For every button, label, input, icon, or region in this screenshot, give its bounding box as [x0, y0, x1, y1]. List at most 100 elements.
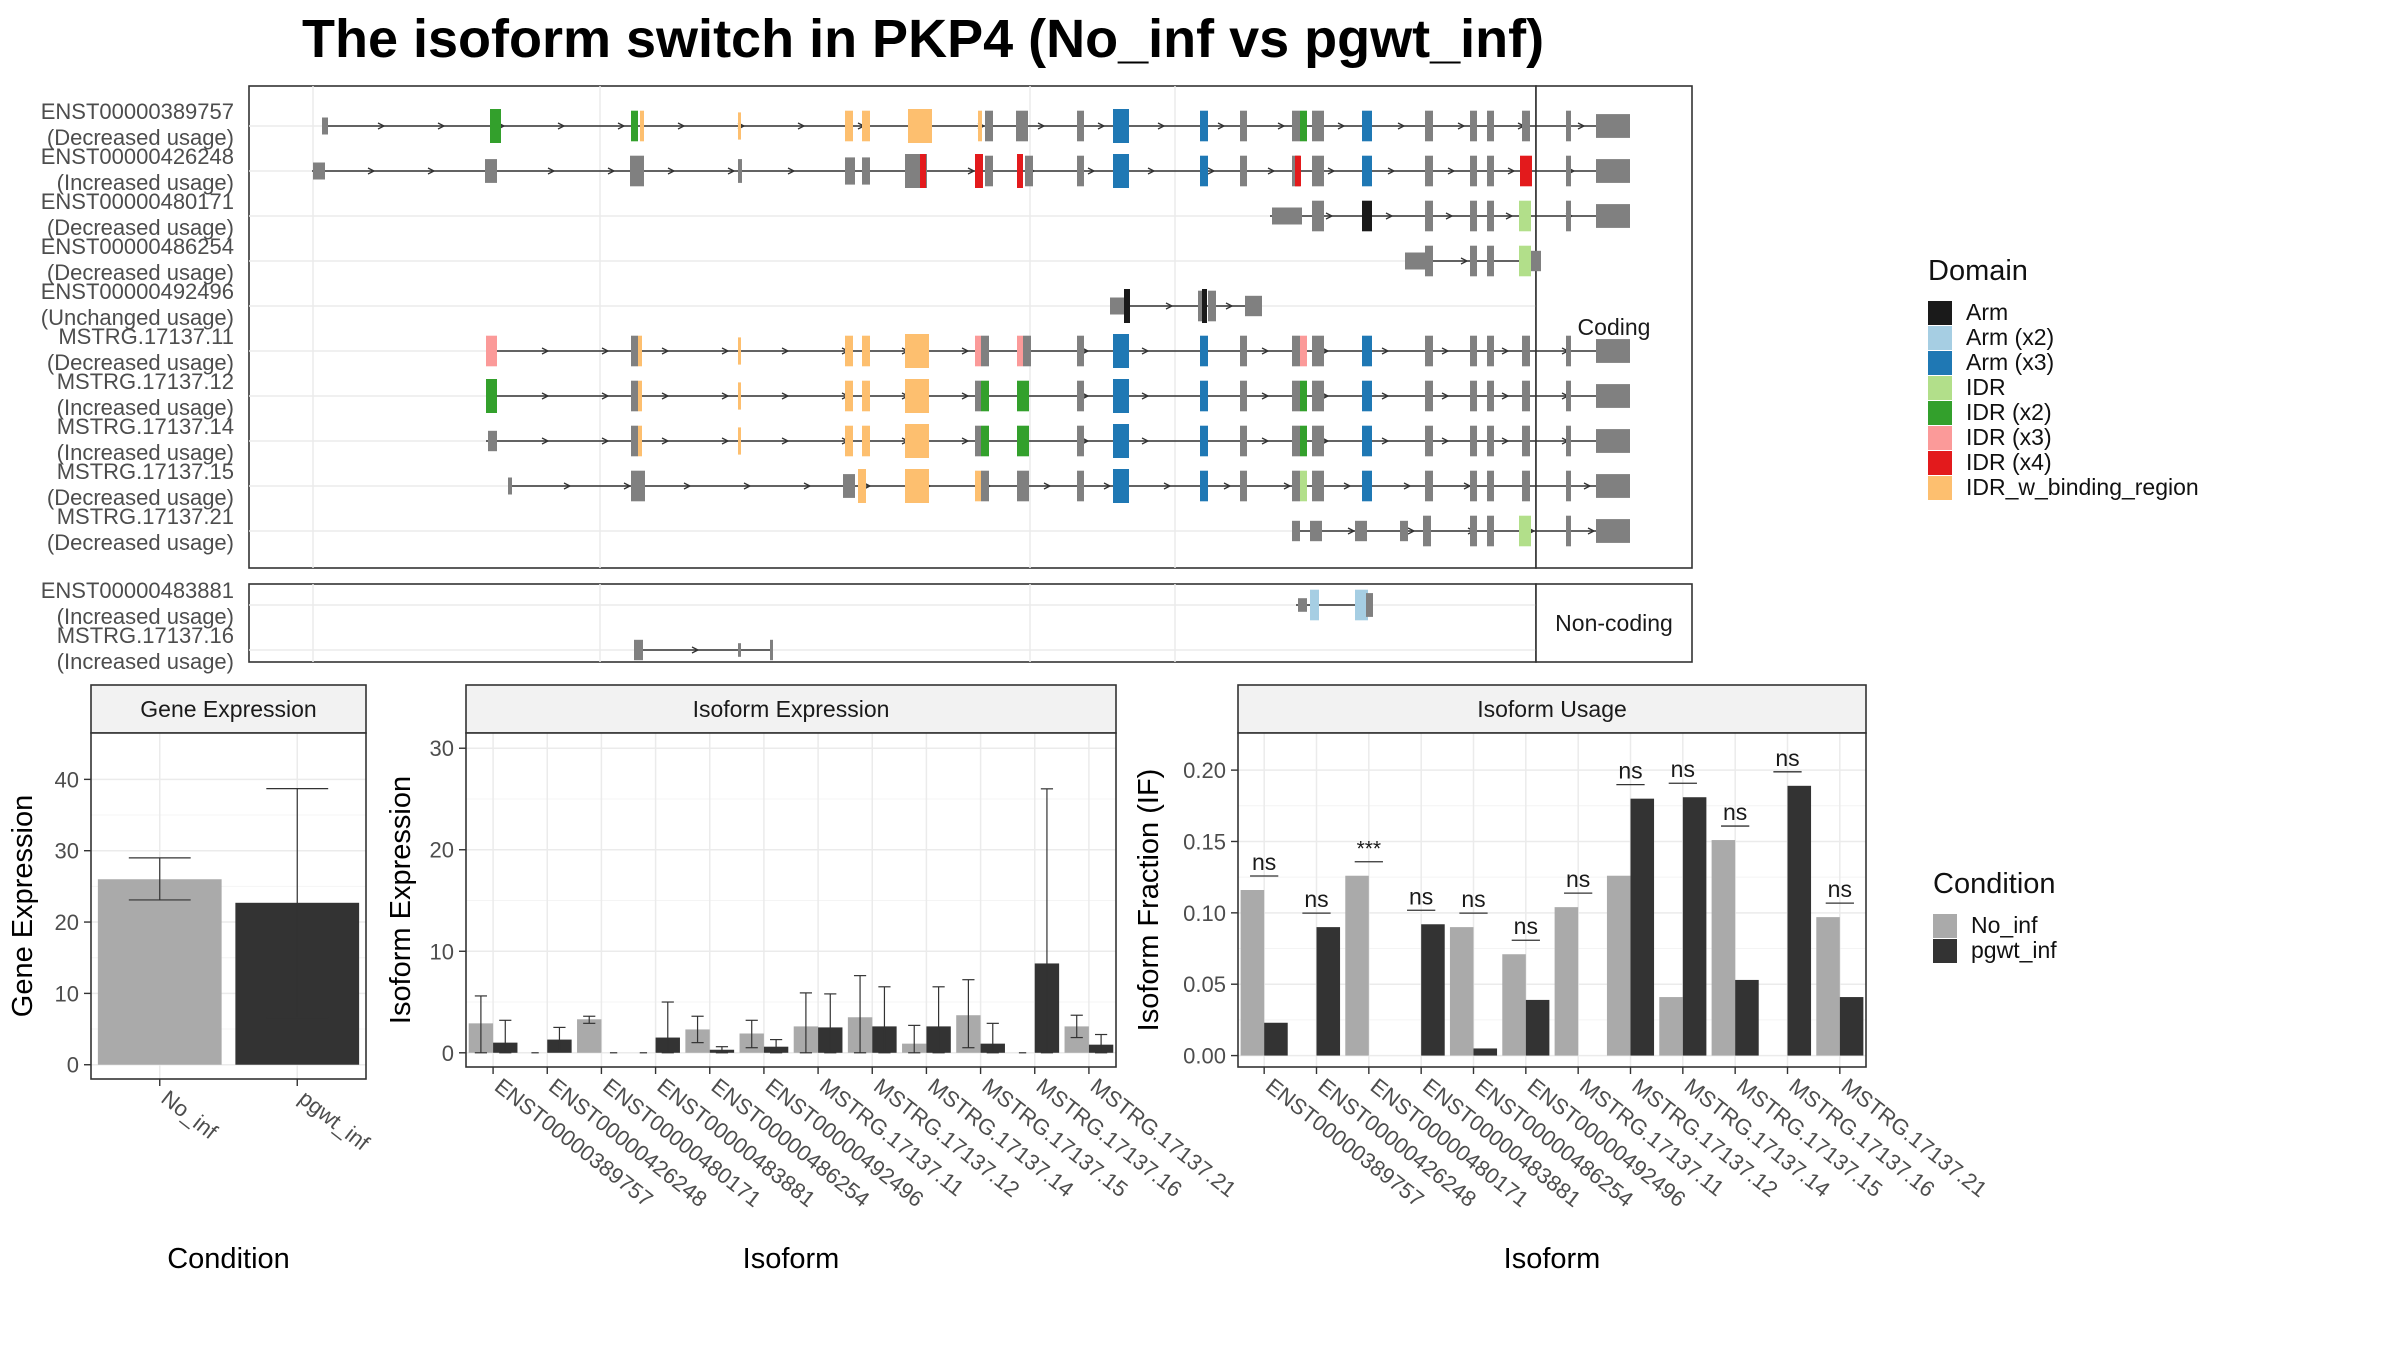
bar — [1606, 875, 1631, 1056]
strand-arrow — [683, 482, 692, 490]
strand-arrow — [667, 167, 676, 175]
domain-legend-item: IDR_w_binding_region — [1928, 474, 2199, 500]
strand-arrow — [787, 167, 796, 175]
strand-arrow — [1347, 527, 1356, 535]
significance-label: ns — [1409, 883, 1433, 909]
domain-block — [845, 110, 853, 142]
chart-title: The isoform switch in PKP4 (No_inf vs pg… — [302, 9, 1545, 69]
exon-block — [1077, 335, 1084, 367]
domain-block — [1017, 154, 1023, 188]
strand-arrow — [1277, 122, 1286, 130]
bar — [1473, 1048, 1498, 1056]
panel-title: Isoform Expression — [693, 696, 890, 722]
y-tick-label: 20 — [430, 838, 454, 863]
exon-block — [1487, 380, 1494, 412]
domain-block — [862, 425, 870, 457]
condition-legend: Condition No_inf pgwt_inf — [1933, 868, 2057, 963]
exon-block — [631, 425, 638, 457]
domain-block — [845, 425, 853, 457]
strand-arrow — [1261, 437, 1270, 445]
strand-arrow — [1403, 482, 1412, 490]
significance-label: ns — [1566, 866, 1590, 892]
condition-legend-item: pgwt_inf — [1933, 937, 2057, 963]
domain-block — [978, 110, 982, 142]
panel-strip — [465, 684, 1117, 734]
domain-block — [1520, 155, 1532, 187]
domain-block — [486, 335, 497, 367]
domain-block — [1519, 515, 1531, 547]
exon-block — [313, 162, 325, 180]
significance-label: ns — [1723, 799, 1747, 825]
exon-block — [1310, 520, 1322, 542]
strand-arrow — [1043, 482, 1052, 490]
domain-legend-label: IDR — [1966, 374, 2006, 400]
strand-arrow — [961, 392, 970, 400]
y-tick-label: 0.20 — [1183, 758, 1226, 783]
strand-arrow — [1507, 167, 1516, 175]
domain-block — [862, 380, 870, 412]
domain-block — [1362, 110, 1372, 142]
structure-panel — [248, 85, 1537, 569]
exon-block — [1077, 470, 1084, 502]
strand-arrow — [1501, 392, 1510, 400]
exon-block — [1312, 155, 1324, 187]
domain-block — [908, 109, 932, 143]
strand-arrow — [661, 347, 670, 355]
bar — [1711, 840, 1736, 1056]
panel-border — [1237, 732, 1867, 1068]
strand-arrow — [437, 122, 446, 130]
strand-arrow — [1583, 482, 1592, 490]
exon-block — [1566, 110, 1571, 142]
exon-block — [1400, 520, 1408, 542]
domain-block — [1200, 380, 1208, 412]
strand-arrow — [541, 347, 550, 355]
domain-block — [975, 470, 981, 502]
isoform-label: MSTRG.17137.15 — [57, 459, 234, 484]
condition-legend-label: pgwt_inf — [1971, 937, 2057, 963]
significance-label: ns — [1304, 886, 1328, 912]
significance-label: ns — [1671, 756, 1695, 782]
facet-label: Non-coding — [1555, 610, 1673, 636]
exon-block — [1470, 425, 1477, 457]
bar — [1345, 875, 1369, 1056]
strand-arrow — [1577, 122, 1586, 130]
exon-block — [1425, 380, 1433, 412]
bar — [1525, 999, 1550, 1056]
isoform-label: ENST00000480171 — [41, 189, 234, 214]
panel-border — [90, 732, 367, 1080]
exon-block — [1312, 380, 1324, 412]
domain-block — [1519, 200, 1531, 232]
domain-legend-swatch — [1928, 300, 1952, 325]
exon-block — [1312, 110, 1324, 142]
isoform-usage-label: (Decreased usage) — [47, 530, 234, 555]
strand-arrow — [623, 482, 632, 490]
exon-block — [843, 474, 855, 498]
y-tick-label: 0.15 — [1183, 829, 1226, 854]
strand-arrow — [677, 122, 686, 130]
exon-block — [1596, 204, 1630, 228]
strand-arrow — [967, 167, 976, 175]
domain-legend-item: IDR (x3) — [1928, 424, 2199, 450]
domain-legend-swatch — [1928, 325, 1952, 350]
domain-block — [1113, 154, 1129, 188]
condition-legend-item: No_inf — [1933, 912, 2057, 938]
condition-legend-swatch — [1933, 938, 1957, 963]
strand-arrow — [1327, 167, 1336, 175]
exon-block — [1240, 380, 1247, 412]
x-tick-label: pgwt_inf — [294, 1085, 375, 1156]
strand-arrow — [1381, 347, 1390, 355]
y-tick-label: 10 — [55, 981, 79, 1006]
strand-arrow — [1457, 122, 1466, 130]
strand-arrow — [961, 437, 970, 445]
exon-block — [845, 157, 855, 185]
plot-area — [1238, 733, 1866, 1067]
exon-block — [1470, 200, 1477, 232]
bar — [1502, 954, 1526, 1056]
domain-block — [905, 334, 929, 368]
strand-arrow — [1337, 122, 1346, 130]
exon-block — [1522, 425, 1530, 457]
strand-arrow — [1505, 212, 1514, 220]
condition-legend-title: Condition — [1933, 868, 2056, 900]
bar — [1264, 1022, 1288, 1056]
